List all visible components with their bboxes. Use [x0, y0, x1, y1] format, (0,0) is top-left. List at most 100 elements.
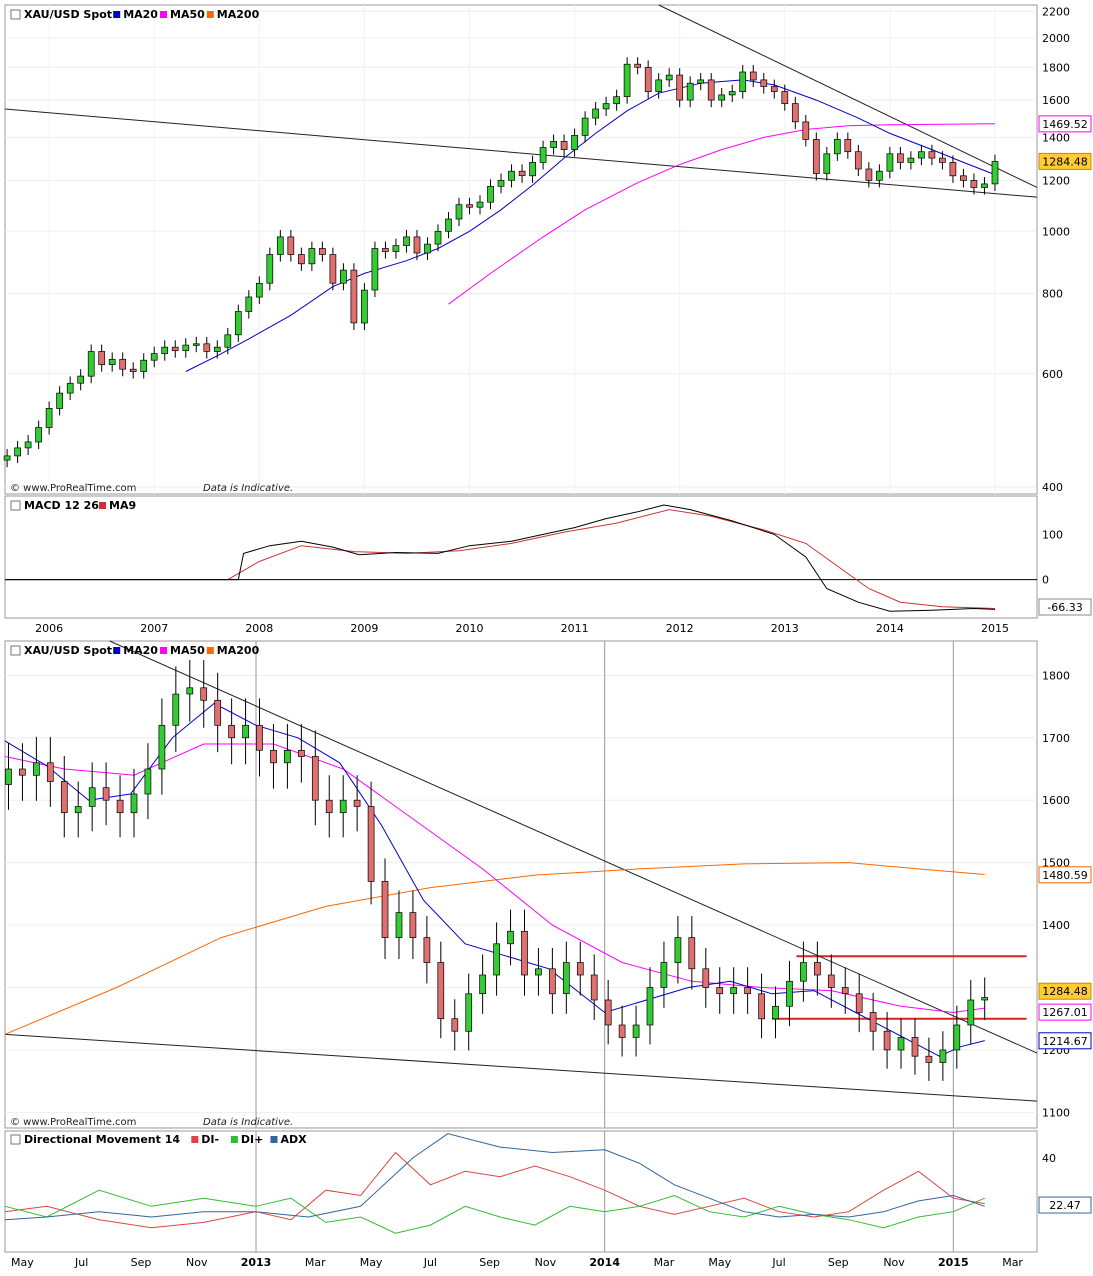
panel4-x-tick: Jul — [771, 1256, 785, 1269]
panel1-candle — [508, 170, 515, 181]
panel1-candle — [276, 236, 284, 255]
panel3-y-tick: 1800 — [1042, 669, 1070, 682]
panel1-candle — [98, 351, 106, 366]
panel3-candle — [186, 687, 194, 695]
panel3-candle — [353, 799, 361, 807]
panel1-y-tick: 1000 — [1042, 225, 1070, 238]
panel1-candle — [371, 248, 379, 291]
panel4-value-tag: 22.47 — [1049, 1199, 1081, 1212]
panel3-candle — [674, 937, 682, 963]
panel4-x-tick: Nov — [186, 1256, 208, 1269]
panel2-legend-checkbox — [10, 500, 21, 511]
panel3-candle — [88, 787, 96, 807]
panel1-candle — [970, 180, 978, 188]
panel2-frame — [4, 495, 1038, 619]
panel4-x-tick: Sep — [479, 1256, 500, 1269]
panel1-candle — [676, 74, 684, 101]
panel3-frame — [4, 640, 1038, 1129]
panel3-candle — [521, 930, 528, 976]
panel1-candle — [791, 103, 799, 123]
panel3-y-tick: 1600 — [1042, 794, 1070, 807]
panel1-candle — [939, 157, 946, 163]
panel4-x-tick: Jul — [74, 1256, 88, 1269]
panel3-candle — [604, 999, 612, 1026]
panel4-di-line — [4, 1189, 985, 1234]
panel3-candle — [507, 930, 514, 945]
panel1-legend-swatch — [206, 11, 214, 18]
panel4-legend-item: DI- — [201, 1133, 219, 1146]
panel2-value-tag: -66.33 — [1047, 601, 1082, 614]
panel3-ma50-tag: 1267.01 — [1042, 1006, 1088, 1019]
panel3-ma200-tag: 1480.59 — [1042, 869, 1088, 882]
panel1-candle — [476, 201, 484, 208]
panel1-candle — [781, 91, 789, 104]
panel3-candle — [716, 987, 724, 995]
panel1-candle — [802, 121, 810, 140]
panel3-candle — [367, 806, 375, 882]
panel4-legend-item: ADX — [281, 1133, 308, 1146]
panel1-candle — [655, 79, 663, 92]
panel3-candle — [493, 943, 500, 976]
panel3-candle — [562, 962, 570, 995]
panel1-candle — [308, 248, 316, 265]
panel1-y-tick: 1600 — [1042, 94, 1070, 107]
panel3-candle — [758, 993, 765, 1020]
panel4-legend-title: Directional Movement 14 — [24, 1133, 180, 1146]
panel1-candle — [171, 346, 179, 351]
panel1-candle — [697, 79, 705, 84]
panel1-legend-checkbox — [10, 9, 21, 20]
panel3-candle — [451, 1018, 459, 1032]
panel3-candle — [772, 1005, 779, 1020]
panel2-x-tick: 2013 — [771, 622, 799, 635]
panel1-y-tick: 800 — [1042, 288, 1063, 301]
panel4-x-tick: Nov — [535, 1256, 557, 1269]
panel3-candle — [102, 787, 110, 801]
panel3-candle — [325, 799, 333, 814]
panel3-legend-swatch — [113, 647, 121, 654]
panel1-candle — [560, 141, 568, 150]
panel1-y-tick: 600 — [1042, 368, 1063, 381]
panel1-candle — [434, 230, 442, 245]
panel1-candle — [529, 162, 536, 177]
panel3-trendline — [4, 1033, 1038, 1102]
panel3-y-tick: 1100 — [1042, 1106, 1070, 1119]
panel3-candle — [660, 962, 668, 988]
panel2-x-tick: 2015 — [981, 622, 1009, 635]
panel4-x-tick: 2014 — [589, 1256, 620, 1269]
panel3-ma50-line — [4, 743, 985, 1014]
panel4-legend-item: DI+ — [241, 1133, 263, 1146]
panel1-ma20-line — [185, 79, 996, 372]
panel3-candle — [897, 1037, 905, 1051]
panel3-candle — [298, 749, 305, 757]
panel3-ma200-tag-box — [1038, 866, 1092, 884]
panel1-candle — [854, 151, 862, 170]
panel1-candle — [897, 153, 904, 163]
panel1-candle — [592, 108, 599, 119]
panel4-x-tick: Nov — [883, 1256, 905, 1269]
panel2-x-tick: 2008 — [245, 622, 273, 635]
panel3-candle — [409, 912, 417, 938]
panel2-x-tick: 2010 — [456, 622, 484, 635]
panel1-candle — [14, 447, 21, 457]
panel1-candle — [644, 66, 652, 92]
panel1-candle — [770, 86, 778, 92]
panel1-candle — [949, 162, 957, 177]
panel1-candle — [361, 289, 368, 324]
panel3-ma20-line — [4, 702, 985, 1057]
panel1-candle — [960, 175, 967, 181]
panel1-candle — [150, 353, 158, 361]
panel3-candle — [284, 749, 291, 764]
panel4-x-tick: 2013 — [241, 1256, 272, 1269]
panel2-legend-title: MACD 12 26 — [24, 499, 99, 512]
panel4-x-tick: 2015 — [938, 1256, 969, 1269]
panel1-candle — [413, 236, 421, 254]
panel3-candle — [242, 724, 249, 739]
panel3-legend-swatch — [160, 647, 167, 654]
panel1-candle — [613, 96, 620, 105]
panel3-legend-item: MA200 — [217, 644, 260, 657]
panel3-candle — [381, 881, 389, 938]
panel1-candle — [865, 168, 873, 181]
panel3-candle — [200, 687, 208, 701]
panel2-y-tick: 0 — [1042, 574, 1049, 587]
